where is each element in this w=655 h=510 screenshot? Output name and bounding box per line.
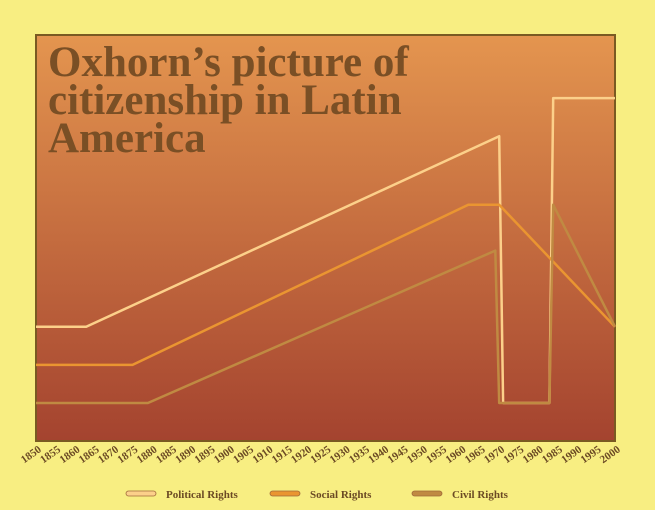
x-tick-label: 2000 xyxy=(598,443,623,466)
x-axis-ticks: 1850185518601865187018751880188518901895… xyxy=(19,443,623,466)
legend-label: Civil Rights xyxy=(452,489,509,501)
legend-label: Social Rights xyxy=(310,489,372,501)
plot-area xyxy=(35,34,616,442)
legend-label: Political Rights xyxy=(166,489,239,501)
legend-swatch xyxy=(269,490,301,497)
legend-item-political-rights: Political Rights xyxy=(125,489,239,501)
legend-swatch xyxy=(411,490,443,497)
series-line-social-rights xyxy=(36,203,616,367)
legend: Political Rights Social Rights Civil Right… xyxy=(125,489,509,501)
legend-swatch xyxy=(125,490,157,497)
series-line-civil-rights xyxy=(36,203,617,405)
legend-item-social-rights: Social Rights xyxy=(269,489,372,501)
legend-item-civil-rights: Civil Rights xyxy=(411,489,509,501)
series-layer xyxy=(36,96,617,405)
